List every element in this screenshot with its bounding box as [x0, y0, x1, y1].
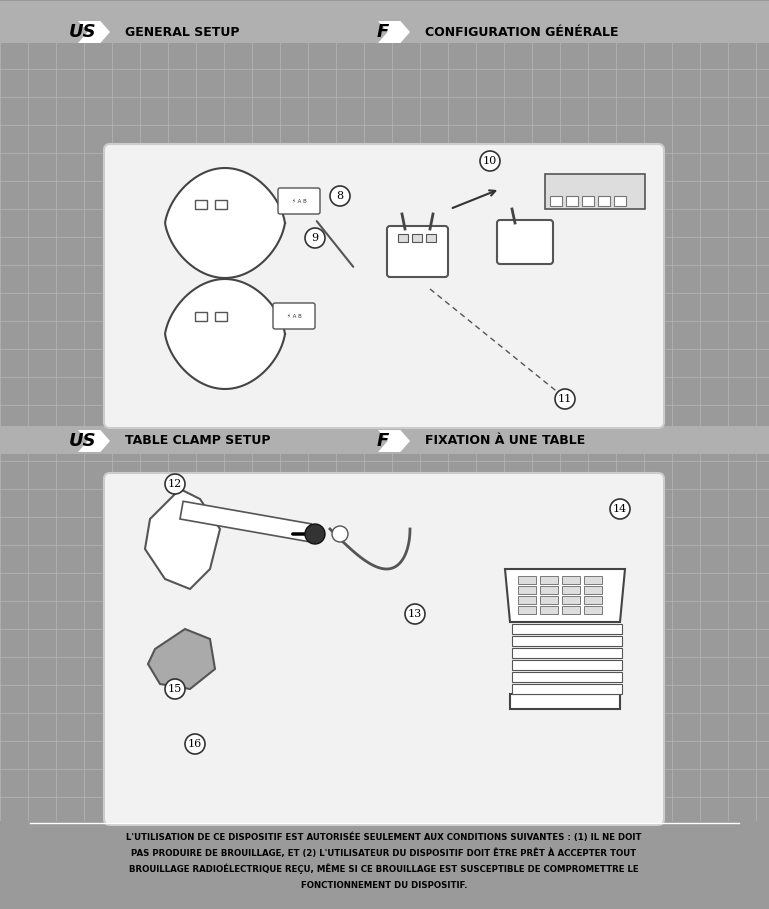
Bar [562, 586, 580, 594]
Bar [512, 684, 622, 694]
Bar [584, 606, 602, 614]
Polygon shape [145, 489, 220, 589]
FancyBboxPatch shape [278, 188, 320, 214]
Text: US: US [69, 23, 97, 41]
Bar [0, 426, 769, 454]
Polygon shape [378, 21, 410, 43]
Text: F: F [377, 432, 389, 450]
Text: FONCTIONNEMENT DU DISPOSITIF.: FONCTIONNEMENT DU DISPOSITIF. [301, 881, 468, 890]
Polygon shape [505, 569, 625, 622]
Text: 14: 14 [613, 504, 628, 514]
Circle shape [305, 228, 325, 248]
Text: FIXATION À UNE TABLE: FIXATION À UNE TABLE [425, 435, 585, 447]
Text: US: US [69, 432, 97, 450]
Bar [0, 821, 769, 909]
Bar [195, 200, 207, 209]
Text: PAS PRODUIRE DE BROUILLAGE, ET (2) L'UTILISATEUR DU DISPOSITIF DOIT ÊTRE PRÊT À : PAS PRODUIRE DE BROUILLAGE, ET (2) L'UTI… [131, 848, 637, 858]
Text: 16: 16 [188, 739, 202, 749]
Bar [550, 196, 562, 206]
Bar [512, 648, 622, 658]
Text: 11: 11 [558, 394, 572, 404]
Text: TABLE CLAMP SETUP: TABLE CLAMP SETUP [125, 435, 271, 447]
Bar [512, 624, 622, 634]
Bar [584, 576, 602, 584]
FancyBboxPatch shape [0, 0, 769, 43]
Text: 10: 10 [483, 156, 497, 166]
Text: 8: 8 [337, 191, 344, 201]
Bar [518, 606, 536, 614]
Text: L'UTILISATION DE CE DISPOSITIF EST AUTORISÉE SEULEMENT AUX CONDITIONS SUIVANTES : L'UTILISATION DE CE DISPOSITIF EST AUTOR… [126, 833, 642, 842]
Bar [584, 596, 602, 604]
FancyBboxPatch shape [497, 220, 553, 264]
Bar [562, 606, 580, 614]
Circle shape [332, 526, 348, 542]
Bar [582, 196, 594, 206]
Bar [512, 660, 622, 670]
FancyBboxPatch shape [273, 303, 315, 329]
Bar [540, 576, 558, 584]
Circle shape [185, 734, 205, 754]
Text: 12: 12 [168, 479, 182, 489]
Bar [398, 234, 408, 242]
Bar [518, 586, 536, 594]
Bar [518, 596, 536, 604]
Polygon shape [378, 430, 410, 452]
Bar [562, 576, 580, 584]
Bar [598, 196, 610, 206]
Bar [0, 1, 769, 43]
FancyBboxPatch shape [104, 144, 664, 428]
FancyBboxPatch shape [387, 226, 448, 277]
Bar [566, 196, 578, 206]
Bar [180, 501, 311, 542]
Text: 13: 13 [408, 609, 422, 619]
Circle shape [610, 499, 630, 519]
Bar [540, 596, 558, 604]
Circle shape [405, 604, 425, 624]
Bar [614, 196, 626, 206]
Text: 15: 15 [168, 684, 182, 694]
Polygon shape [78, 430, 110, 452]
Bar [510, 694, 620, 709]
Text: ⚡ A B: ⚡ A B [291, 198, 306, 204]
Circle shape [165, 679, 185, 699]
FancyBboxPatch shape [104, 473, 664, 825]
Polygon shape [165, 168, 285, 278]
Circle shape [305, 524, 325, 544]
Bar [584, 586, 602, 594]
Bar [518, 576, 536, 584]
Bar [426, 234, 436, 242]
Circle shape [165, 474, 185, 494]
Bar [540, 606, 558, 614]
Text: 9: 9 [311, 233, 318, 243]
Bar [412, 234, 422, 242]
Text: F: F [377, 23, 389, 41]
Polygon shape [148, 629, 215, 689]
Bar [215, 312, 227, 321]
Bar [540, 586, 558, 594]
Text: CONFIGURATION GÉNÉRALE: CONFIGURATION GÉNÉRALE [425, 25, 618, 38]
Text: BROUILLAGE RADIOÉLECTRIQUE REÇU, MÊME SI CE BROUILLAGE EST SUSCEPTIBLE DE COMPRO: BROUILLAGE RADIOÉLECTRIQUE REÇU, MÊME SI… [129, 864, 639, 874]
Polygon shape [78, 21, 110, 43]
Bar [545, 174, 645, 209]
Bar [512, 636, 622, 646]
Bar [215, 200, 227, 209]
Text: ⚡ A B: ⚡ A B [287, 314, 301, 318]
Circle shape [330, 186, 350, 206]
Polygon shape [165, 279, 285, 389]
Text: GENERAL SETUP: GENERAL SETUP [125, 25, 239, 38]
Bar [512, 672, 622, 682]
Circle shape [480, 151, 500, 171]
Circle shape [555, 389, 575, 409]
Bar [195, 312, 207, 321]
Bar [562, 596, 580, 604]
